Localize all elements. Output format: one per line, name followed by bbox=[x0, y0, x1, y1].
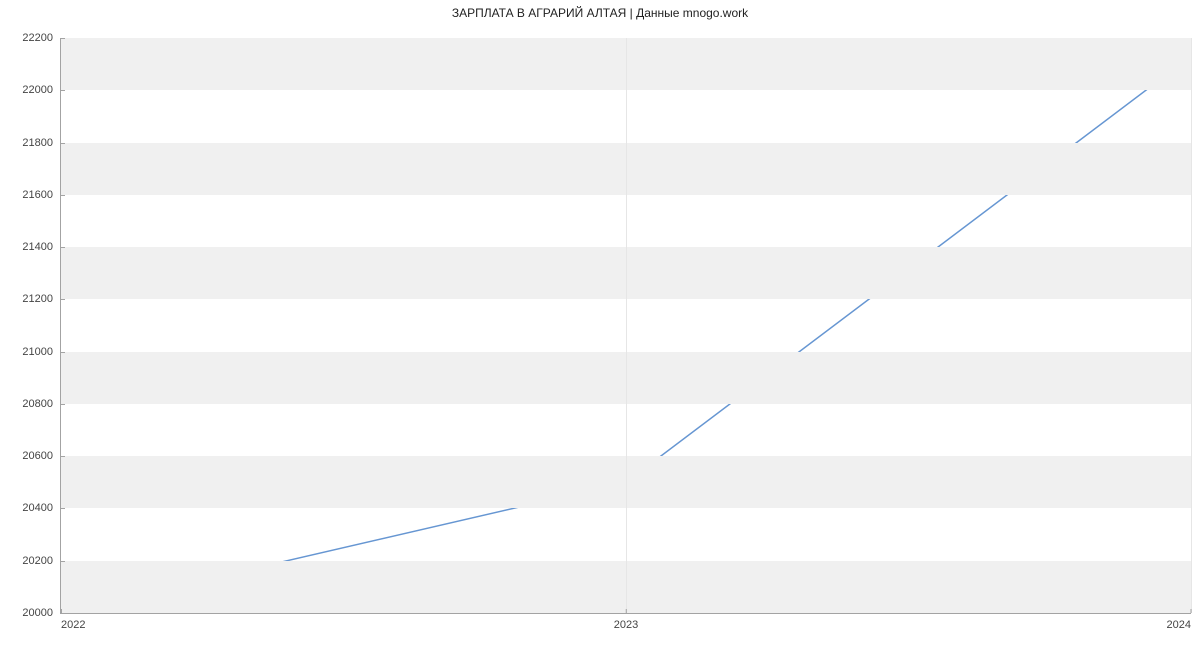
y-tick-label: 22000 bbox=[22, 84, 61, 96]
y-tick-label: 20200 bbox=[22, 555, 61, 567]
vertical-gridline bbox=[1191, 38, 1192, 613]
y-tick-label: 21600 bbox=[22, 189, 61, 201]
plot-area: 2000020200204002060020800210002120021400… bbox=[60, 38, 1191, 614]
x-tick-label: 2024 bbox=[1167, 613, 1191, 631]
vertical-gridline bbox=[626, 38, 627, 613]
y-tick-label: 20400 bbox=[22, 502, 61, 514]
chart-title: ЗАРПЛАТА В АГРАРИЙ АЛТАЯ | Данные mnogo.… bbox=[0, 6, 1200, 20]
y-tick-label: 20600 bbox=[22, 450, 61, 462]
y-tick-label: 21400 bbox=[22, 241, 61, 253]
y-tick-label: 21800 bbox=[22, 137, 61, 149]
y-tick-label: 20000 bbox=[22, 607, 61, 619]
salary-line-chart: ЗАРПЛАТА В АГРАРИЙ АЛТАЯ | Данные mnogo.… bbox=[0, 0, 1200, 650]
y-tick-label: 22200 bbox=[22, 32, 61, 44]
y-tick-label: 21200 bbox=[22, 293, 61, 305]
y-tick-label: 21000 bbox=[22, 346, 61, 358]
x-tick-label: 2023 bbox=[614, 613, 638, 631]
x-tick-label: 2022 bbox=[61, 613, 85, 631]
y-tick-label: 20800 bbox=[22, 398, 61, 410]
